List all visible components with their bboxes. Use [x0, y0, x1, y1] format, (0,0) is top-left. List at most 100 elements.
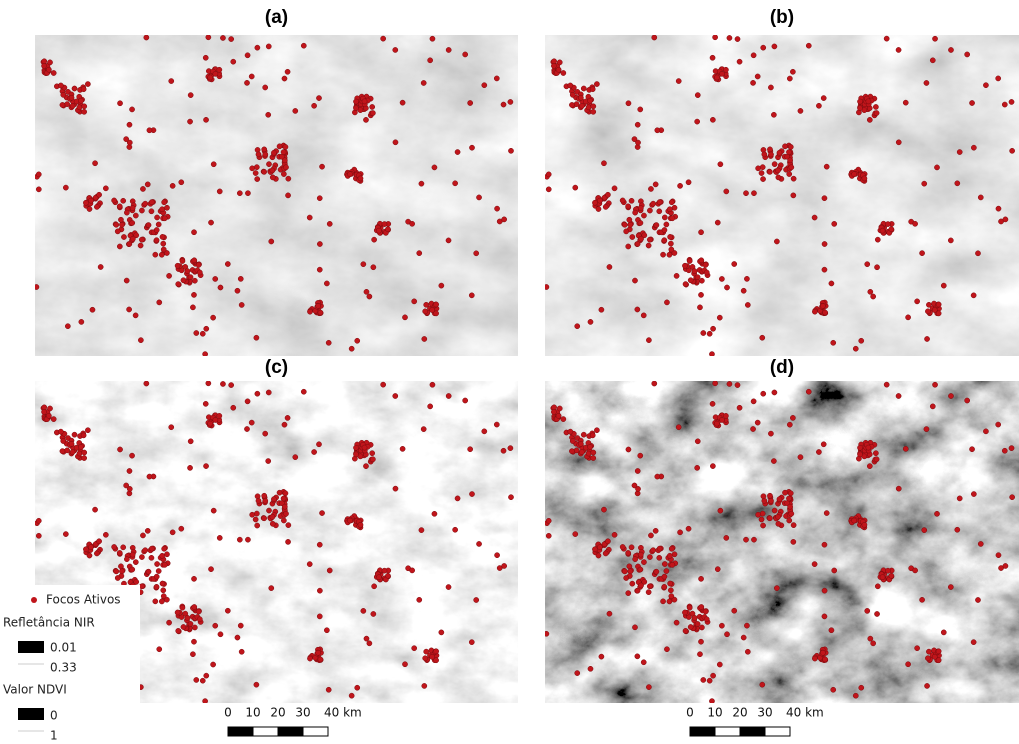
fire-point — [594, 428, 599, 433]
fire-point — [688, 278, 693, 283]
scale-segment — [765, 727, 790, 736]
fire-point — [245, 399, 250, 404]
fire-point — [717, 315, 722, 320]
fire-point — [683, 282, 688, 287]
fire-point — [36, 172, 41, 177]
fire-point — [154, 584, 159, 589]
fire-point — [591, 455, 596, 460]
fire-point — [255, 176, 260, 181]
fire-point — [266, 112, 271, 117]
fire-point — [831, 340, 836, 345]
fire-point — [996, 553, 1001, 558]
fire-point — [638, 205, 643, 210]
fire-point — [704, 617, 709, 622]
fire-point — [755, 420, 760, 425]
fire-point — [786, 496, 791, 501]
fire-point — [586, 105, 591, 110]
fire-point — [281, 518, 286, 523]
fire-point — [768, 431, 773, 436]
fire-point — [790, 415, 795, 420]
fire-point — [145, 182, 150, 187]
fire-point — [482, 83, 487, 88]
fire-point — [127, 468, 132, 473]
fire-point — [494, 76, 499, 81]
fire-point — [635, 468, 640, 473]
fire-point — [624, 229, 629, 234]
fire-point — [393, 140, 398, 145]
fire-point — [896, 393, 901, 398]
fire-point — [307, 562, 312, 567]
fire-point — [745, 302, 750, 307]
fire-point — [117, 204, 122, 209]
fire-point — [768, 498, 773, 503]
fire-point — [627, 217, 632, 222]
fire-point — [789, 165, 794, 170]
fire-point — [612, 186, 617, 191]
fire-point — [176, 282, 181, 287]
fire-point — [633, 210, 638, 215]
fire-point — [596, 553, 601, 558]
fire-point — [743, 537, 748, 542]
fire-point — [597, 198, 602, 203]
scale-segment — [303, 727, 328, 736]
fire-point — [166, 620, 171, 625]
fire-point — [143, 201, 148, 206]
fire-point — [393, 393, 398, 398]
fire-point — [776, 175, 781, 180]
scale-label: 30 — [757, 706, 772, 720]
fire-point — [601, 161, 606, 166]
fire-point — [1003, 217, 1008, 222]
fire-point — [245, 537, 250, 542]
fire-point — [220, 35, 225, 40]
fire-point — [60, 449, 65, 454]
fire-point — [948, 238, 953, 243]
fire-point — [607, 264, 612, 269]
fire-point — [672, 552, 677, 557]
fire-point — [687, 605, 692, 610]
fire-point — [192, 625, 197, 630]
fire-point — [318, 657, 323, 662]
fire-point — [662, 574, 667, 579]
fire-point — [237, 537, 242, 542]
fire-point — [697, 305, 702, 310]
fire-point — [934, 511, 939, 516]
fire-point — [187, 119, 192, 124]
fire-point — [1009, 99, 1014, 104]
fire-point — [662, 238, 667, 243]
map-panels: (a)(b)(c)(d) — [34, 7, 1019, 704]
fire-point — [676, 425, 681, 430]
fire-point — [544, 631, 549, 636]
fire-point — [965, 52, 970, 57]
fire-point — [157, 300, 162, 305]
fire-point — [412, 646, 417, 651]
fire-point — [590, 87, 595, 92]
fire-point — [78, 98, 83, 103]
fire-point — [203, 401, 208, 406]
fire-point — [159, 599, 164, 604]
fire-point — [668, 588, 673, 593]
fire-point — [782, 144, 787, 149]
fire-point — [703, 609, 708, 614]
fire-point — [592, 547, 597, 552]
fire-point — [941, 283, 946, 288]
fire-point — [756, 512, 761, 517]
fire-point — [206, 35, 211, 40]
fire-point — [812, 309, 817, 314]
fire-point — [768, 152, 773, 157]
fire-point — [164, 552, 169, 557]
fire-point — [508, 446, 513, 451]
fire-point — [936, 311, 941, 316]
fire-point — [926, 302, 931, 307]
fire-point — [70, 449, 75, 454]
fire-point — [651, 548, 656, 553]
fire-point — [889, 573, 894, 578]
fire-point — [164, 205, 169, 210]
fire-point — [626, 550, 631, 555]
fire-point — [187, 465, 192, 470]
fire-point — [324, 628, 329, 633]
fire-point — [124, 137, 129, 142]
fire-point — [41, 409, 46, 414]
fire-point — [117, 550, 122, 555]
fire-point — [741, 288, 746, 293]
fire-point — [153, 252, 158, 257]
